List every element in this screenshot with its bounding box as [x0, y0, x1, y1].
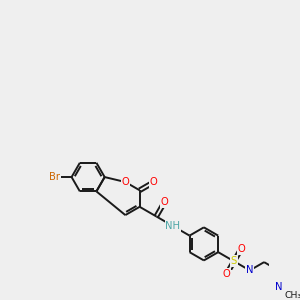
Text: N: N [246, 266, 253, 275]
Text: O: O [150, 177, 158, 187]
Text: CH₃: CH₃ [284, 291, 300, 300]
Text: O: O [160, 197, 168, 207]
Text: O: O [237, 244, 245, 254]
Text: O: O [223, 269, 231, 279]
Text: NH: NH [165, 221, 180, 231]
Text: O: O [122, 177, 129, 187]
Text: Br: Br [49, 172, 60, 182]
Text: S: S [231, 256, 237, 266]
Text: N: N [275, 282, 282, 292]
